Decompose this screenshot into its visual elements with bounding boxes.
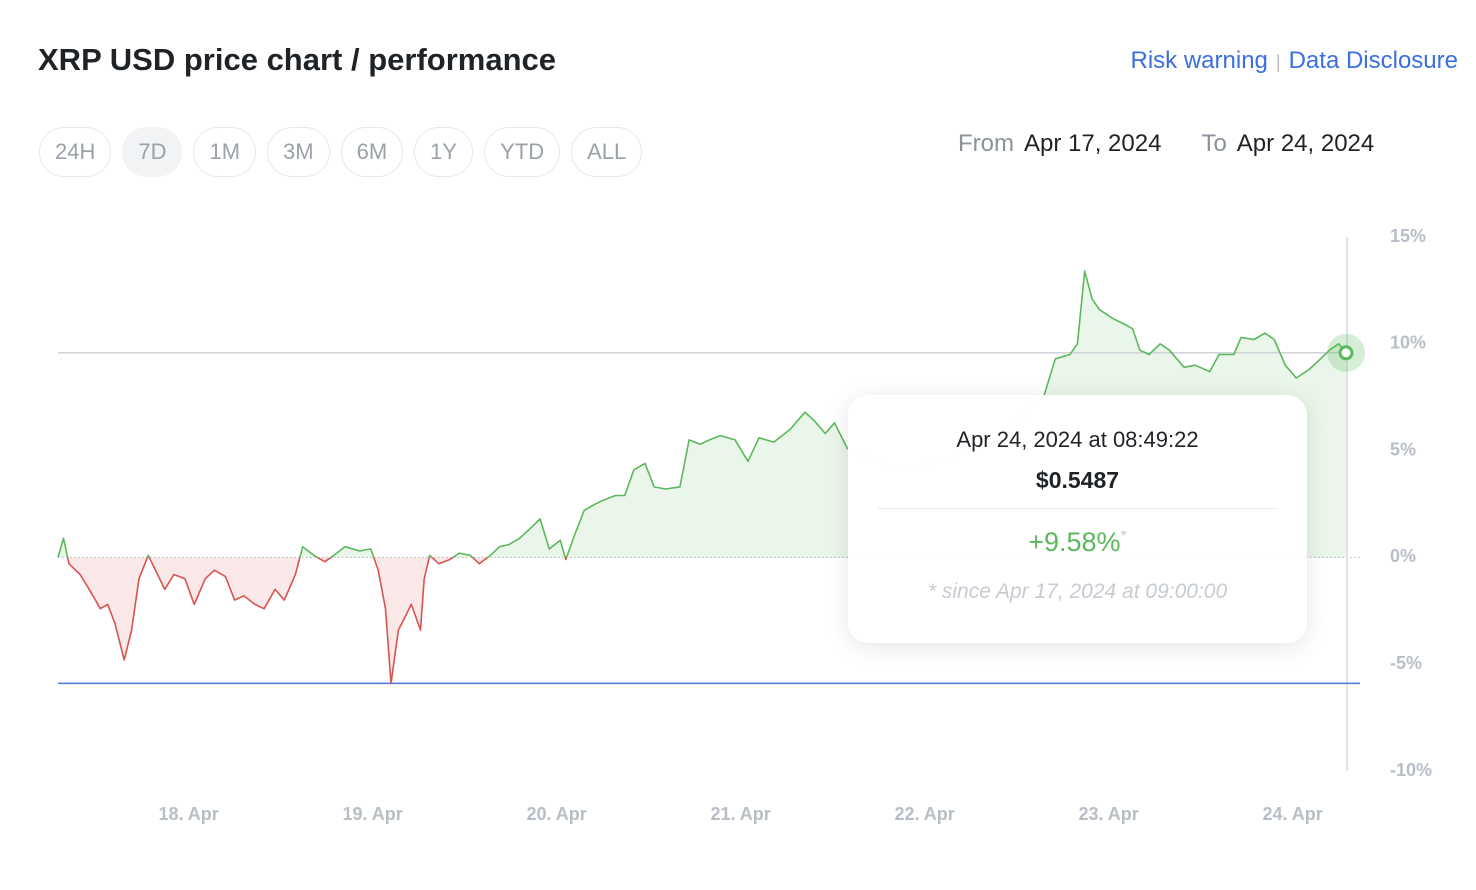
range-button[interactable]: 6M (340, 127, 404, 177)
area (58, 271, 1346, 684)
range-buttons: 24H 7D 1M 3M 6M 1Y YTD ALL (39, 127, 643, 177)
x-tick-label: 18. Apr (158, 804, 218, 824)
links: Risk warning | Data Disclosure (1131, 47, 1458, 75)
range-button[interactable]: 3M (267, 127, 330, 177)
separator: | (1275, 52, 1281, 72)
range-button[interactable]: 1Y (414, 127, 474, 177)
y-tick-label: -5% (1390, 653, 1422, 673)
asterisk: * (1120, 528, 1127, 545)
line (57, 270, 1347, 685)
title: XRP USD price chart / performance (38, 42, 556, 77)
divider (878, 508, 1277, 509)
range-button[interactable]: 1M (193, 127, 257, 177)
change: +9.58% (1028, 527, 1121, 557)
tooltip-price: $0.5487 (1035, 467, 1120, 493)
y-tick-label: 0% (1390, 546, 1416, 566)
tooltip-note: * since Apr 17, 2024 at 09:00:00 (927, 580, 1228, 603)
x-tick-label: 19. Apr (342, 804, 402, 824)
from-date[interactable]: Apr 17, 2024 (1024, 130, 1162, 157)
y-tick-label: 15% (1390, 226, 1426, 246)
range-button[interactable]: ALL (571, 127, 643, 177)
range-button[interactable]: 24H (39, 127, 112, 177)
period: From Apr 17, 2024 To Apr 24, 2024 (958, 130, 1374, 158)
tooltip-change: +9.58%* (848, 527, 1307, 558)
y-tick-label: 10% (1390, 333, 1426, 353)
end-marker (1338, 345, 1354, 361)
link[interactable]: Risk warning (1130, 47, 1268, 74)
from-label: From (958, 130, 1014, 157)
x-tick-label: 20. Apr (526, 804, 586, 824)
to-date[interactable]: Apr 24, 2024 (1236, 130, 1375, 157)
range-button[interactable]: YTD (484, 127, 561, 177)
range-button[interactable]: 7D (122, 127, 183, 177)
tooltip: Apr 24, 2024 at 08:49:22 $0.5487 +9.58%*… (848, 395, 1307, 643)
x-tick-label: 23. Apr (1078, 804, 1138, 824)
tooltip-time: Apr 24, 2024 at 08:49:22 (956, 427, 1199, 452)
link[interactable]: Data Disclosure (1288, 47, 1458, 74)
x-tick-label: 21. Apr (710, 804, 770, 824)
x-tick-label: 24. Apr (1262, 804, 1322, 824)
x-tick-label: 22. Apr (894, 804, 954, 824)
y-tick-label: 5% (1390, 439, 1416, 459)
y-tick-label: -10% (1390, 760, 1432, 780)
to-label: To (1201, 130, 1227, 157)
